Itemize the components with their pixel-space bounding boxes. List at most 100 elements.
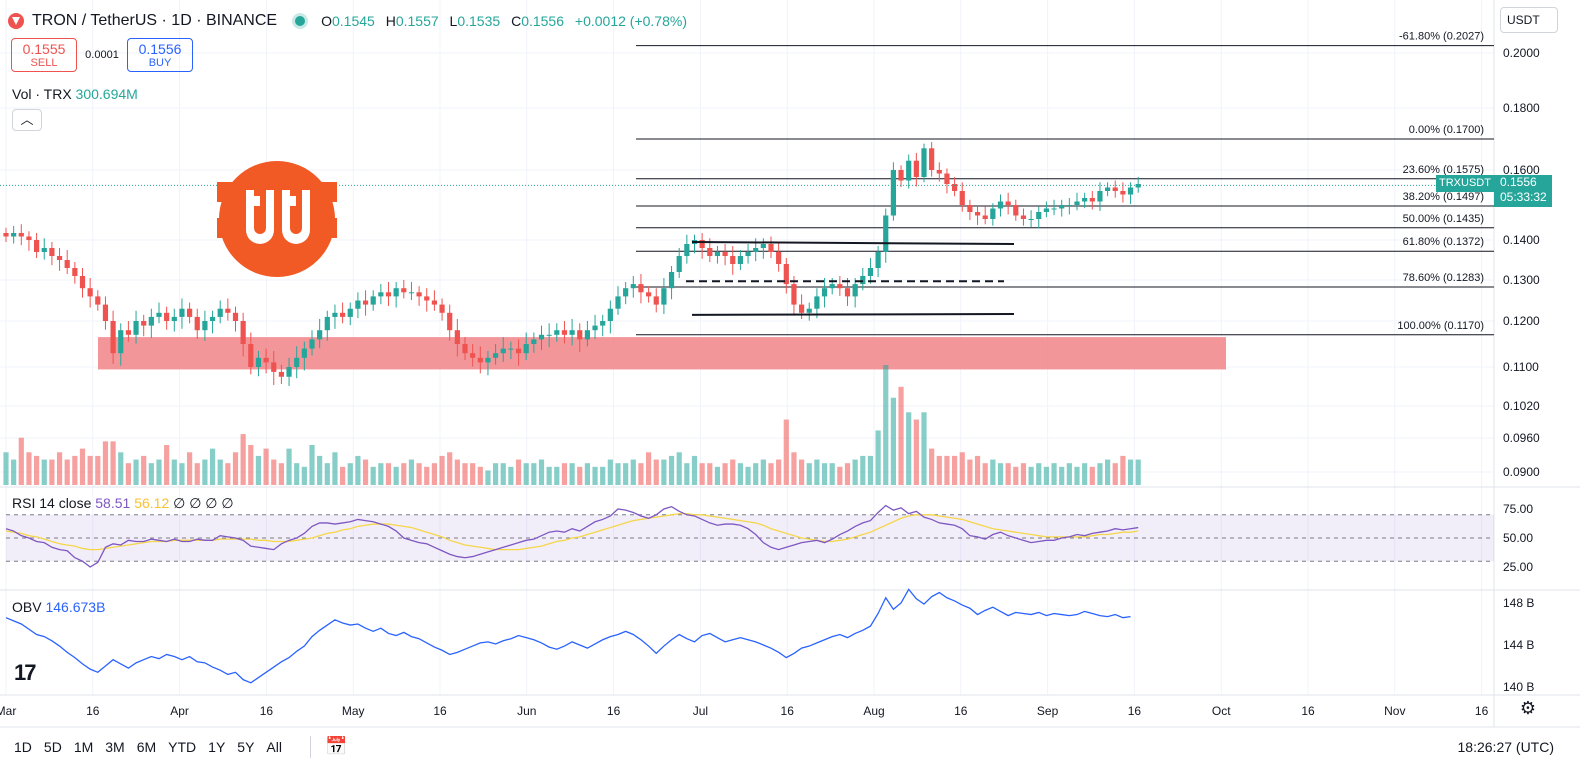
rsi-legend[interactable]: RSI 14 close 58.51 56.12 ∅ ∅ ∅ ∅ (12, 495, 234, 512)
volume-bar (1112, 463, 1118, 485)
candle-body (34, 240, 40, 252)
candle-body (416, 292, 422, 297)
volume-bar (263, 448, 269, 485)
close-label: C (511, 13, 522, 29)
volume-bar (447, 452, 453, 485)
time-range-buttons: 1D 5D 1M 3M 6M YTD 1Y 5Y All (14, 739, 294, 755)
buy-price: 0.1556 (138, 41, 182, 57)
volume-bar (1074, 466, 1080, 485)
obv-pane (5, 588, 1131, 684)
logo-eye-right (290, 196, 296, 206)
candle-body (102, 304, 109, 321)
low-label: L (449, 13, 458, 29)
support-zone-rect (98, 337, 1226, 370)
candle-body (561, 330, 568, 335)
candle-body (393, 288, 399, 297)
tron-logo-icon (8, 13, 24, 29)
candle-body (944, 173, 950, 184)
time-tick-label: Aug (863, 704, 884, 718)
volume-bar (64, 459, 70, 485)
candle-body (753, 248, 759, 252)
range-button-3m[interactable]: 3M (105, 739, 125, 755)
range-button-5d[interactable]: 5D (43, 739, 62, 755)
candle-body (470, 353, 476, 358)
volume-bar (898, 386, 904, 485)
price-tick-label: 0.1600 (1503, 163, 1540, 177)
rsi-ma-value: 56.12 (134, 495, 170, 511)
range-button-6m[interactable]: 6M (136, 739, 157, 755)
obv-line (5, 588, 1131, 684)
volume-bar (148, 463, 154, 485)
utc-clock[interactable]: 18:26:27 (UTC) (1457, 739, 1554, 755)
candle-body (661, 288, 667, 305)
candle-body (317, 330, 323, 340)
logo-bar-top (217, 182, 337, 202)
candle-body (760, 244, 766, 248)
obv-legend[interactable]: OBV 146.673B (12, 599, 105, 615)
high-value: 0.1557 (395, 13, 439, 29)
range-button-1d[interactable]: 1D (14, 739, 32, 755)
volume-bar (990, 459, 996, 485)
symbol-title[interactable]: TRON / TetherUS · 1D · BINANCE (32, 12, 278, 29)
volume-bar (997, 463, 1004, 485)
range-button-5y[interactable]: 5Y (237, 739, 255, 755)
volume-bar (485, 470, 491, 485)
market-status-icon[interactable] (295, 16, 306, 26)
volume-bar (707, 463, 713, 485)
range-button-all[interactable]: All (266, 739, 282, 755)
volume-bar (347, 463, 353, 485)
candle-body (271, 362, 277, 372)
buy-label: BUY (148, 57, 172, 69)
candle-body (133, 321, 139, 335)
candle-body (164, 312, 170, 321)
last-price: 0.1556 (1500, 175, 1537, 189)
candle-body (699, 240, 705, 248)
fib-label: 78.60% (0.1283) (1403, 272, 1484, 284)
volume-bar (646, 452, 652, 485)
volume-bar (737, 463, 743, 485)
candle-body (776, 252, 782, 264)
tradingview-logo[interactable]: 17 (14, 660, 37, 685)
volume-bar (584, 463, 590, 485)
sell-button[interactable]: 0.1555 SELL (11, 38, 77, 72)
volume-bar (34, 455, 40, 485)
price-tag: 0.1556 05:33:32 (1494, 175, 1552, 207)
candle-body (990, 208, 996, 219)
volume-legend[interactable]: Vol · TRX 300.694M (12, 86, 138, 102)
volume-bar (515, 459, 522, 485)
candle-body (1097, 191, 1103, 202)
collapse-legend-button[interactable]: ︿ (12, 109, 42, 131)
obv-label: OBV (12, 599, 42, 615)
settings-gear-icon[interactable]: ⚙ (1519, 698, 1537, 718)
candle-body (378, 292, 384, 297)
volume-bar (355, 455, 361, 485)
candle-body (278, 371, 284, 377)
range-button-1m[interactable]: 1M (73, 739, 94, 755)
volume-bar (569, 463, 575, 485)
buy-button[interactable]: 0.1556 BUY (127, 38, 193, 72)
calendar-icon[interactable]: 📅 (325, 736, 348, 756)
volume-bar (294, 463, 300, 485)
candle-body (1135, 184, 1141, 188)
candle-body (1074, 201, 1080, 205)
volume-bar (1105, 459, 1111, 485)
volume-bar (49, 459, 55, 485)
candle-body (118, 330, 124, 354)
volume-bar (370, 466, 376, 485)
volume-bar (56, 452, 63, 485)
candle-body (883, 215, 889, 252)
fib-label: 0.00% (0.1700) (1409, 124, 1484, 136)
price-tick-label: 0.1100 (1503, 360, 1539, 374)
range-button-ytd[interactable]: YTD (168, 739, 197, 755)
candle-body (607, 308, 613, 321)
currency-select[interactable]: USDT (1500, 7, 1558, 33)
candle-body (141, 321, 147, 326)
candle-body (255, 357, 262, 367)
range-button-1y[interactable]: 1Y (208, 739, 226, 755)
candle-body (11, 233, 17, 237)
candle-body (1013, 205, 1019, 216)
toolbar-divider (310, 736, 311, 758)
candle-body (630, 284, 636, 289)
volume-bar (554, 466, 560, 485)
